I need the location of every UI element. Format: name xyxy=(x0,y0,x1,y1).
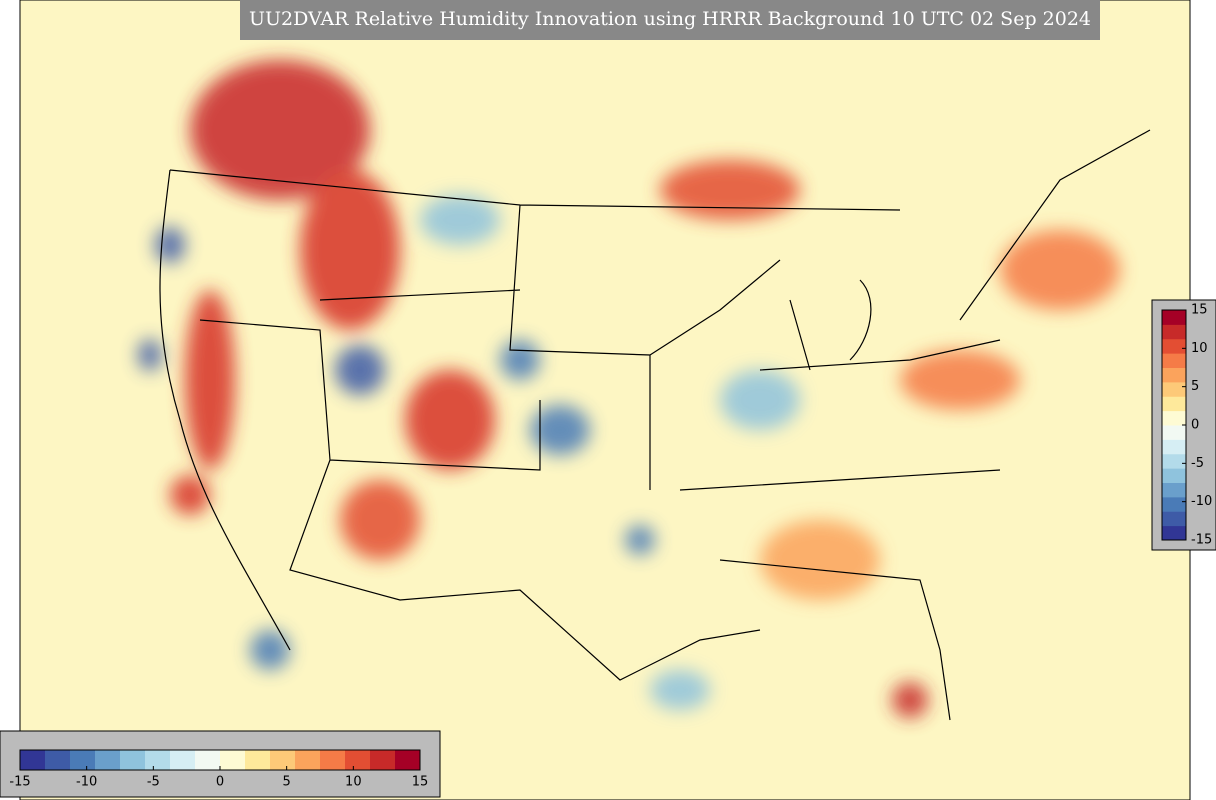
tick-label: 5 xyxy=(1191,379,1199,394)
colorbar-segment xyxy=(120,750,146,770)
tick-label: -15 xyxy=(9,775,30,790)
tick-label: -5 xyxy=(1191,456,1204,471)
horizontal-colorbar: -15 -10 -5 0 5 10 15 xyxy=(9,749,429,790)
colorbar-segment xyxy=(1162,324,1186,340)
colorbar-segment xyxy=(1162,525,1186,541)
colorbar-segment xyxy=(1162,482,1186,498)
colorbar-segment xyxy=(170,750,196,770)
title-box xyxy=(240,0,1100,40)
tick-label: -5 xyxy=(147,775,160,790)
tick-label: -10 xyxy=(76,775,97,790)
colorbar-segment xyxy=(270,750,296,770)
tick-label: -15 xyxy=(1191,533,1212,548)
tick-label: 15 xyxy=(1191,303,1208,318)
colorbar-segment xyxy=(1162,496,1186,512)
borders xyxy=(159,129,1151,721)
colorbar-segment xyxy=(1162,396,1186,412)
colorbar-segment xyxy=(1162,468,1186,483)
colorbar-segment xyxy=(320,750,346,770)
colorbar-segment xyxy=(1162,425,1186,440)
innovation-field xyxy=(138,60,1120,718)
colorbar-segment xyxy=(220,750,246,770)
colorbar-segment xyxy=(45,750,71,770)
colorbar-segment xyxy=(1162,310,1186,325)
colorbar-segment xyxy=(1162,338,1186,354)
tick-label: 10 xyxy=(345,775,362,790)
colorbar-segment xyxy=(20,750,46,770)
vertical-colorbar: -15 -10 -5 0 5 10 15 xyxy=(1161,303,1212,548)
colorbar-segment xyxy=(345,750,371,770)
colorbar-segment xyxy=(245,750,271,770)
colorbar-segment xyxy=(195,750,221,770)
colorbar-segment xyxy=(95,750,121,770)
colorbar-segment xyxy=(70,750,96,770)
colorbar-segment xyxy=(1162,410,1186,426)
colorbar-segment xyxy=(1162,439,1186,455)
colorbar-segment xyxy=(1162,367,1186,383)
tick-label: 10 xyxy=(1191,341,1208,356)
colorbar-segment xyxy=(1162,453,1186,469)
colorbar-segment xyxy=(295,750,321,770)
tick-label: 0 xyxy=(1191,418,1199,433)
colorbar-segment xyxy=(1162,511,1186,527)
colorbar-segment xyxy=(370,750,396,770)
colorbar-segment xyxy=(395,750,421,770)
tick-label: 0 xyxy=(216,775,224,790)
colorbar-segment xyxy=(1162,353,1186,368)
colorbar-segment xyxy=(1162,381,1186,397)
tick-label: -10 xyxy=(1191,494,1212,509)
tick-label: 15 xyxy=(412,775,429,790)
colorbar-segment xyxy=(145,750,171,770)
map-title: UU2DVAR Relative Humidity Innovation usi… xyxy=(249,8,1091,30)
tick-label: 5 xyxy=(283,775,291,790)
